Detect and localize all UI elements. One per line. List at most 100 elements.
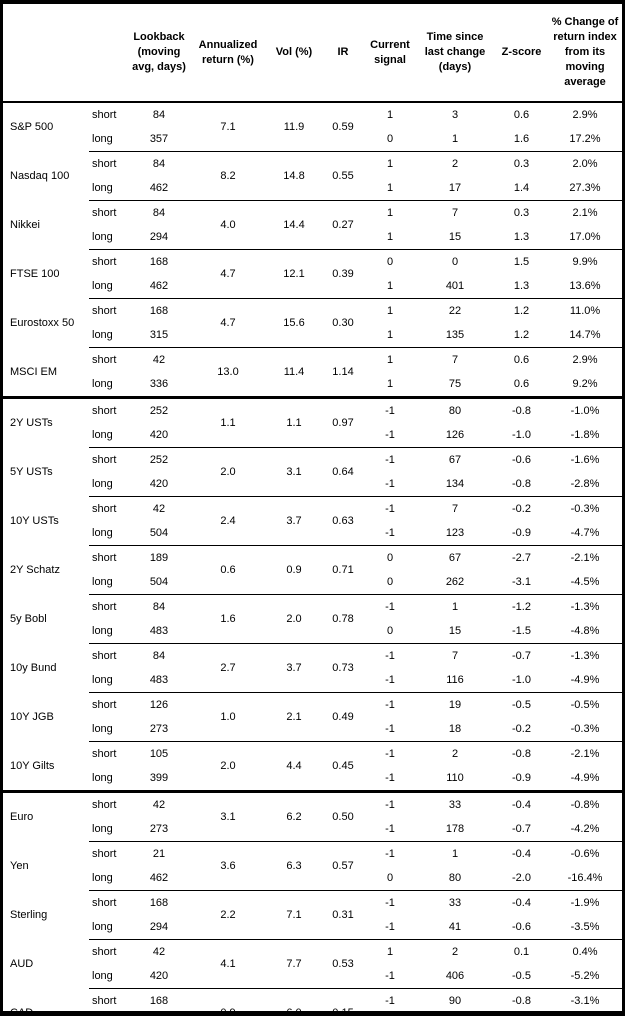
- ir-cell: 0.49: [321, 692, 365, 742]
- time-since-change-cell: 401: [445, 279, 465, 292]
- z-score-cell: 0.6: [513, 108, 530, 121]
- annualized-return-cell: 4.1: [189, 939, 267, 989]
- pct-change-cell: -3.1%: [548, 988, 622, 1011]
- asset-name-cell: S&P 500: [10, 121, 54, 134]
- current-signal-cell: -1: [365, 988, 415, 1011]
- horizon-cell: long: [92, 969, 113, 982]
- current-signal-cell: 0: [365, 249, 415, 274]
- current-signal-cell: 1: [365, 939, 415, 964]
- time-since-change-cell: 80: [448, 871, 462, 884]
- ir-cell: 1.14: [321, 347, 365, 398]
- vol-cell: 7.7: [267, 939, 321, 989]
- table-row: long 483 -1 116 -1.0 -4.9%: [3, 668, 622, 693]
- lookback-cell: 42: [129, 347, 189, 372]
- z-score-cell: 1.6: [513, 132, 530, 145]
- lookback-cell: 357: [149, 132, 169, 145]
- horizon-cell: long: [92, 575, 113, 588]
- current-signal-cell: -1: [365, 447, 415, 472]
- lookback-cell: 504: [149, 526, 169, 539]
- header-z-score: Z-score: [495, 4, 548, 103]
- table-row: FTSE 100 short 168 4.7 12.1 0.39 0 0 1.5 9.9%: [3, 249, 622, 299]
- pct-change-cell: -4.7%: [570, 526, 600, 539]
- annualized-return-cell: 1.6: [189, 594, 267, 644]
- z-score-cell: -0.7: [512, 822, 531, 835]
- current-signal-cell: -1: [385, 969, 395, 982]
- lookback-cell: 42: [129, 790, 189, 817]
- time-since-change-cell: 80: [415, 396, 495, 423]
- table-row: long 462 0 80 -2.0 -16.4%: [3, 866, 622, 891]
- z-score-cell: 1.2: [495, 298, 548, 323]
- table-row: long 504 0 262 -3.1 -4.5%: [3, 570, 622, 595]
- asset-name-cell: 5Y USTs: [10, 465, 53, 478]
- pct-change-cell: 2.0%: [548, 151, 622, 176]
- annualized-return-cell: 13.0: [189, 347, 267, 398]
- table-row: long 315 1 135 1.2 14.7%: [3, 323, 622, 348]
- annualized-return-cell: 4.7: [189, 249, 267, 299]
- lookback-cell: 420: [149, 428, 169, 441]
- time-since-change-cell: 178: [445, 822, 465, 835]
- table-row: 2Y USTs short 252 1.1 1.1 0.97 -1 80 -0.8 -1.0%: [3, 396, 622, 448]
- z-score-cell: 0.6: [513, 377, 530, 390]
- asset-name-cell: 10y Bund: [10, 661, 57, 674]
- vol-cell: 11.4: [267, 347, 321, 398]
- pct-change-cell: 27.3%: [569, 181, 601, 194]
- z-score-cell: -0.9: [512, 526, 531, 539]
- pct-change-cell: -1.8%: [570, 428, 600, 441]
- current-signal-cell: 1: [386, 230, 394, 243]
- vol-cell: 6.2: [267, 790, 321, 842]
- horizon-cell: short: [89, 347, 129, 372]
- lookback-cell: 462: [149, 181, 169, 194]
- z-score-cell: -0.4: [495, 890, 548, 915]
- z-score-cell: 1.5: [495, 249, 548, 274]
- table-row: long 399 -1 110 -0.9 -4.9%: [3, 766, 622, 792]
- ir-cell: 0.78: [321, 594, 365, 644]
- lookback-cell: 294: [149, 230, 169, 243]
- current-signal-cell: 0: [365, 545, 415, 570]
- ir-cell: 0.64: [321, 447, 365, 497]
- time-since-change-cell: 123: [445, 526, 465, 539]
- ir-cell: 0.45: [321, 741, 365, 792]
- lookback-cell: 168: [129, 988, 189, 1011]
- annualized-return-cell: 2.0: [189, 741, 267, 792]
- annualized-return-cell: 1.0: [189, 692, 267, 742]
- pct-change-cell: -2.1%: [548, 545, 622, 570]
- time-since-change-cell: 19: [415, 692, 495, 717]
- table-header: Lookback (moving avg, days) Annualized r…: [3, 4, 622, 103]
- current-signal-cell: -1: [365, 841, 415, 866]
- z-score-cell: -2.0: [512, 871, 531, 884]
- annualized-return-cell: 1.1: [189, 396, 267, 448]
- annualized-return-cell: 2.0: [189, 447, 267, 497]
- pct-change-cell: 17.2%: [569, 132, 601, 145]
- pct-change-cell: -1.6%: [548, 447, 622, 472]
- table-row: long 504 -1 123 -0.9 -4.7%: [3, 521, 622, 546]
- horizon-cell: long: [92, 920, 113, 933]
- annualized-return-cell: 0.9: [189, 988, 267, 1011]
- table-row: AUD short 42 4.1 7.7 0.53 1 2 0.1 0.4%: [3, 939, 622, 989]
- annualized-return-cell: 0.6: [189, 545, 267, 595]
- pct-change-cell: -16.4%: [567, 871, 603, 884]
- table-row: long 420 -1 406 -0.5 -5.2%: [3, 964, 622, 989]
- horizon-cell: short: [89, 594, 129, 619]
- header-time-since-change: Time since last change (days): [415, 4, 495, 103]
- header-vol: Vol (%): [267, 4, 321, 103]
- z-score-cell: 0.6: [495, 347, 548, 372]
- current-signal-cell: -1: [365, 396, 415, 423]
- annualized-return-cell: 2.7: [189, 643, 267, 693]
- current-signal-cell: 0: [386, 132, 394, 145]
- lookback-cell: 273: [149, 822, 169, 835]
- z-score-cell: -0.9: [512, 771, 531, 784]
- asset-name-cell: 5y Bobl: [10, 612, 47, 625]
- current-signal-cell: -1: [385, 477, 395, 490]
- z-score-cell: -1.2: [495, 594, 548, 619]
- horizon-cell: short: [89, 151, 129, 176]
- time-since-change-cell: 7: [415, 643, 495, 668]
- table-row: 10y Bund short 84 2.7 3.7 0.73 -1 7 -0.7 -1.3%: [3, 643, 622, 693]
- pct-change-cell: -4.9%: [570, 771, 600, 784]
- table-row: long 273 -1 18 -0.2 -0.3%: [3, 717, 622, 742]
- time-since-change-cell: 33: [415, 790, 495, 817]
- horizon-cell: short: [89, 841, 129, 866]
- current-signal-cell: 0: [386, 624, 394, 637]
- current-signal-cell: 1: [386, 328, 394, 341]
- current-signal-cell: 1: [365, 200, 415, 225]
- annualized-return-cell: 4.0: [189, 200, 267, 250]
